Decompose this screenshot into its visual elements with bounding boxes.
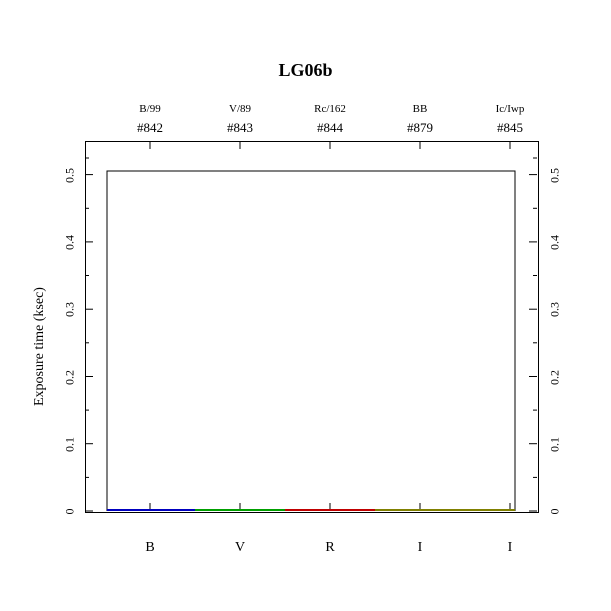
- ytick-2-right: 0.2: [548, 363, 563, 393]
- header-rc162: Rc/162: [290, 103, 370, 115]
- xcat-i1: I: [400, 540, 440, 556]
- ytick-3-right: 0.3: [548, 295, 563, 325]
- ytick-3-left: 0.3: [63, 295, 78, 325]
- header-842: #842: [110, 120, 190, 136]
- header-v89: V/89: [200, 103, 280, 115]
- ytick-4-right: 0.4: [548, 228, 563, 258]
- header-879: #879: [380, 120, 460, 136]
- header-b99: B/99: [110, 103, 190, 115]
- header-845: #845: [470, 120, 550, 136]
- xcat-r: R: [310, 540, 350, 556]
- ytick-5-left: 0.5: [63, 161, 78, 191]
- ytick-0-left: 0: [63, 497, 78, 527]
- ytick-1-left: 0.1: [63, 430, 78, 460]
- ytick-1-right: 0.1: [548, 430, 563, 460]
- header-iciwp: Ic/Iwp: [470, 103, 550, 115]
- xcat-v: V: [220, 540, 260, 556]
- ytick-2-left: 0.2: [63, 363, 78, 393]
- xcat-b: B: [130, 540, 170, 556]
- header-843: #843: [200, 120, 280, 136]
- header-844: #844: [290, 120, 370, 136]
- header-bb: BB: [380, 103, 460, 115]
- ytick-5-right: 0.5: [548, 161, 563, 191]
- plot-area: [85, 141, 539, 513]
- chart-title: LG06b: [0, 60, 611, 81]
- y-axis-label: Exposure time (ksec): [32, 246, 48, 406]
- xcat-i2: I: [490, 540, 530, 556]
- ytick-4-left: 0.4: [63, 228, 78, 258]
- chart-container: LG06b B/99 V/89 Rc/162 BB Ic/Iwp #842 #8…: [0, 0, 611, 611]
- ytick-0-right: 0: [548, 497, 563, 527]
